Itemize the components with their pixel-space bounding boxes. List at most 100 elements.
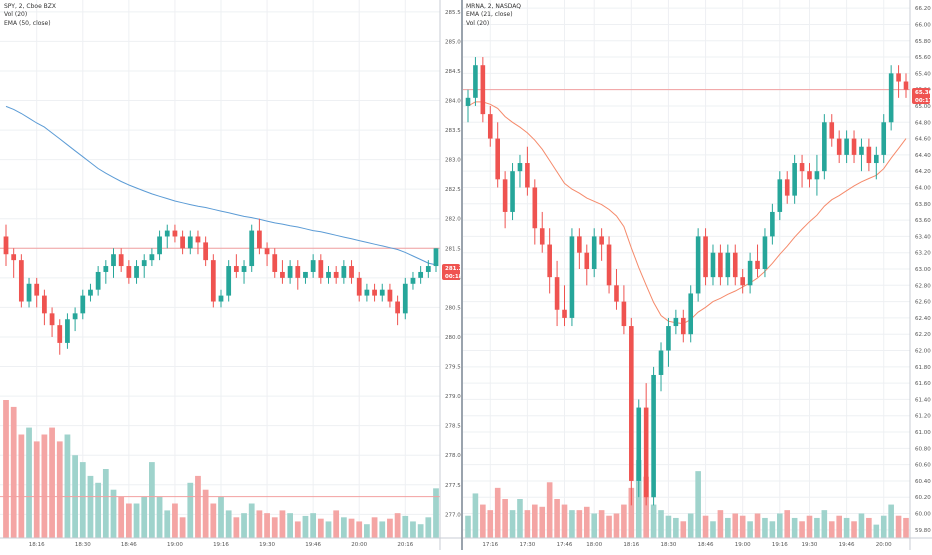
volume-bar [87,475,94,538]
bar-countdown: 00:17 [915,98,932,104]
volume-bar [569,510,575,538]
volume-bar [791,517,798,538]
volume-bar [371,517,378,538]
price-tick-label: 63.80 [915,202,931,208]
time-tick-label: 19:30 [802,542,818,548]
volume-bar [754,513,761,538]
price-tick-label: 62.60 [915,300,931,306]
candle-body [3,236,9,255]
candle-body [226,266,232,296]
spy-chart-pane[interactable]: 285.50 285.00 284.50 284.00 283.50 283.00 282.… [0,0,466,550]
price-tick-label: 63.40 [915,234,931,240]
volume-bar [425,517,432,538]
candle-body [680,317,686,335]
volume-bar [79,462,86,538]
price-tick-label: 280.00 [445,335,462,341]
candle-body [172,230,178,237]
mrna-chart-pane[interactable]: 66.2066.0065.8065.6065.4065.2065.0064.80… [462,0,932,550]
candle-body [333,271,339,278]
candle-body [703,236,708,278]
volume-bar [402,515,409,538]
candle-body [770,211,775,237]
candle-body [629,326,634,481]
volume-bar [156,496,163,538]
candle-body [80,295,86,314]
candle-body [26,283,32,302]
candle-body [187,236,193,249]
volume-bar [172,503,178,538]
volume-bar [732,513,739,538]
candle-body [747,260,753,286]
volume-bar [635,460,642,538]
time-tick-label: 19:30 [259,542,275,548]
volume-bar [903,517,909,538]
candle-body [554,277,560,310]
candle-body [896,73,901,82]
price-tick-label: 284.50 [445,69,462,75]
price-tick-label: 60.80 [915,446,931,452]
price-tick-label: 61.20 [915,414,931,420]
volume-bar [3,400,9,538]
candle-body [487,114,493,139]
candle-body [903,81,909,90]
price-tick-label: 277.50 [445,483,462,489]
candle-body [829,122,835,139]
candle-body [387,289,393,302]
candle-body [495,138,500,180]
candle-body [241,266,247,272]
candle-body [502,179,508,212]
candle-body [395,301,400,314]
volume-bar [41,434,48,538]
volume-bar [241,513,247,538]
candle-body [233,266,239,272]
time-tick-label: 19:16 [772,542,788,548]
volume-bar [702,515,709,538]
volume-bar [762,517,768,538]
price-tick-label: 63.00 [915,267,931,273]
candle-body [562,309,567,318]
volume-bar [233,517,240,538]
price-tick-label: 64.00 [915,185,931,191]
bar-countdown: 00:18 [445,274,462,280]
time-tick-label: 18:16 [29,542,45,548]
volume-bar [348,518,355,538]
time-tick-label: 17:30 [519,542,535,548]
volume-bar [739,515,746,538]
candle-body [688,293,694,335]
volume-bar [340,517,347,538]
candle-body [510,171,515,212]
price-tick-label: 60.20 [915,495,931,501]
candle-body [433,248,439,267]
volume-bar [650,504,657,538]
candle-body [866,146,872,164]
price-tick-label: 62.80 [915,283,931,289]
candle-body [118,254,124,267]
volume-bar [248,503,255,538]
candle-body [569,236,575,318]
price-tick-label: 60.60 [915,463,931,469]
volume-bar [256,510,263,538]
time-tick-label: 18:46 [698,542,714,548]
candle-body [34,283,40,296]
volume-bar [866,517,872,538]
price-tick-label: 65.60 [915,55,931,61]
candle-body [195,236,201,243]
volume-bar [546,482,553,538]
candle-body [303,271,308,278]
candle-body [364,289,370,296]
candle-body [710,252,716,278]
volume-bar [325,521,332,538]
volume-bar [725,517,731,538]
volume-bar [851,521,857,538]
volume-bar [480,504,486,538]
volume-bar [356,521,363,538]
mrna-chart[interactable]: 66.2066.0065.8065.6065.4065.2065.0064.80… [462,0,932,550]
candle-body [651,374,656,498]
spy-chart[interactable]: 285.50 285.00 284.50 284.00 283.50 283.00 282.… [0,0,466,550]
volume-bar [576,510,583,538]
volume-bar [118,496,125,538]
pane-divider[interactable] [461,0,463,550]
price-tick-label: 62.00 [915,349,931,355]
price-tick-label: 60.40 [915,479,931,485]
price-tick-label: 285.50 [445,10,462,16]
